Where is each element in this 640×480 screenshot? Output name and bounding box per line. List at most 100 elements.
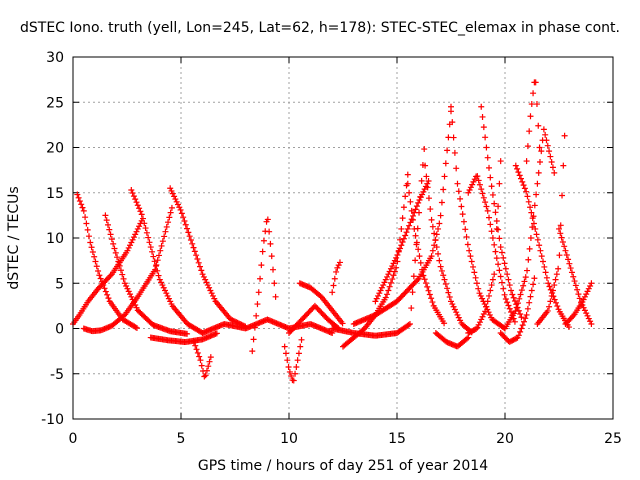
data-point <box>574 286 581 293</box>
y-tick-label: 15 <box>46 186 64 202</box>
data-point <box>530 281 537 288</box>
data-point <box>498 279 505 286</box>
data-point <box>528 209 535 216</box>
data-point <box>533 231 540 238</box>
data-point <box>558 234 565 241</box>
y-tick-label: -10 <box>41 412 64 428</box>
data-point <box>124 285 131 292</box>
data-point <box>335 262 342 269</box>
axis-ticks: 0 5 10 15 20 25 -10 -5 0 5 10 15 20 25 30 <box>41 50 622 447</box>
data-point <box>201 373 208 380</box>
data-point <box>422 280 429 287</box>
data-point <box>457 317 464 324</box>
data-point <box>530 90 537 97</box>
data-point <box>266 228 273 235</box>
data-point <box>496 267 503 274</box>
data-point <box>329 330 336 337</box>
data-point <box>511 318 518 325</box>
data-point <box>384 273 391 280</box>
data-point <box>200 273 207 280</box>
data-point <box>339 320 346 327</box>
data-point <box>270 266 277 273</box>
data-point <box>479 190 486 197</box>
data-point <box>495 261 502 268</box>
data-point <box>333 268 340 275</box>
data-point <box>386 283 393 290</box>
data-point <box>416 253 423 260</box>
data-point <box>515 332 522 339</box>
data-point <box>157 247 164 254</box>
data-point <box>546 303 553 310</box>
y-tick-label: 0 <box>55 322 64 338</box>
data-point <box>483 144 490 151</box>
data-point <box>249 348 256 355</box>
data-point <box>182 221 189 228</box>
data-point <box>528 101 535 108</box>
data-point <box>255 289 262 296</box>
data-point <box>509 291 516 298</box>
data-point <box>409 216 416 223</box>
data-point <box>163 223 170 230</box>
data-point <box>394 252 401 259</box>
data-point <box>459 211 466 218</box>
plot-frame <box>72 56 614 420</box>
y-tick-label: 20 <box>46 141 64 157</box>
data-point <box>428 295 435 302</box>
data-point <box>174 201 181 208</box>
data-point <box>565 256 572 263</box>
data-point <box>551 282 558 289</box>
data-point <box>129 190 136 197</box>
data-point <box>514 300 521 307</box>
data-point <box>143 229 150 236</box>
y-tick-label: 5 <box>55 276 64 292</box>
data-point <box>469 181 476 188</box>
data-point <box>167 185 174 192</box>
data-point <box>206 358 213 365</box>
data-point <box>107 272 114 279</box>
data-point <box>527 204 534 211</box>
data-point <box>387 265 394 272</box>
data-point <box>407 198 414 205</box>
data-point <box>491 241 498 248</box>
data-point <box>561 243 568 250</box>
data-point <box>397 245 404 252</box>
data-point <box>584 288 591 295</box>
data-point <box>158 279 165 286</box>
y-tick-label: -5 <box>50 367 64 383</box>
data-point <box>132 231 139 238</box>
data-point <box>540 126 547 133</box>
data-point <box>184 330 191 337</box>
data-point <box>587 282 594 289</box>
data-point <box>142 225 149 232</box>
data-point <box>496 235 503 242</box>
data-point <box>516 295 523 302</box>
data-point <box>529 224 536 231</box>
data-point <box>389 276 396 283</box>
data-point <box>557 230 564 237</box>
data-point <box>488 183 495 190</box>
y-tick-label: 10 <box>46 231 64 247</box>
data-point <box>378 284 385 291</box>
data-point <box>171 193 178 200</box>
data-point <box>398 225 405 232</box>
data-point <box>449 301 456 308</box>
data-point <box>585 285 592 292</box>
data-point <box>495 226 502 233</box>
data-point <box>389 263 396 270</box>
data-point <box>472 274 479 281</box>
data-point <box>297 343 304 350</box>
data-point <box>530 220 537 227</box>
x-tick-label: 15 <box>388 431 406 447</box>
data-point <box>470 178 477 185</box>
data-point <box>546 283 553 290</box>
data-point <box>437 263 444 270</box>
data-point <box>408 216 415 223</box>
data-point <box>101 285 108 292</box>
data-point <box>471 269 478 276</box>
data-point <box>166 214 173 221</box>
data-point <box>189 240 196 247</box>
data-point <box>129 296 136 303</box>
data-point <box>450 303 457 310</box>
data-point <box>80 207 87 214</box>
